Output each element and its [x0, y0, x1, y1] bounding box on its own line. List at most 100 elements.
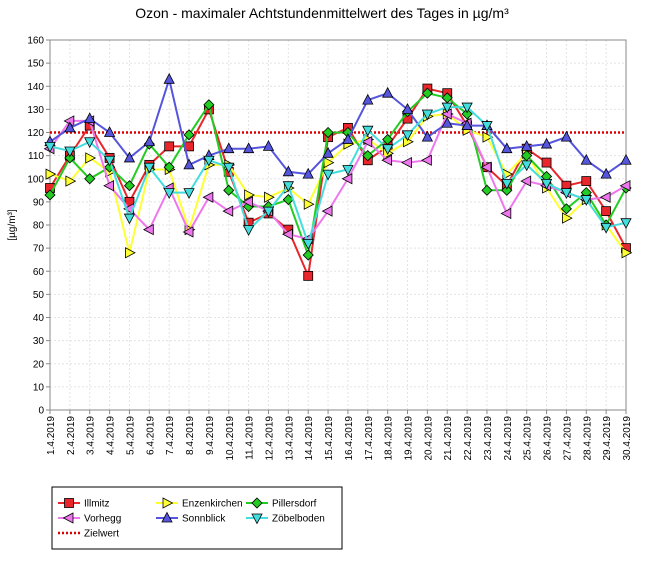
x-tick-label: 22.4.2019: [463, 416, 474, 461]
data-point-triangle-down: [203, 155, 215, 167]
x-tick-label: 8.4.2019: [185, 416, 196, 455]
data-point-square: [601, 206, 612, 217]
y-tick-label: 40: [33, 313, 45, 324]
x-tick-label: 16.4.2019: [344, 416, 355, 461]
legend-entry-enzenkirchen: Enzenkirchen: [156, 497, 243, 510]
data-point-triangle-down: [44, 141, 56, 153]
data-point-diamond: [223, 184, 235, 196]
x-tick-label: 2.4.2019: [66, 416, 77, 455]
y-tick-label: 70: [33, 244, 45, 255]
data-point-triangle-right: [621, 247, 633, 259]
x-tick-label: 12.4.2019: [264, 416, 275, 461]
data-point-triangle-right: [65, 175, 77, 187]
legend-label: Zöbelboden: [272, 514, 325, 525]
data-point-diamond: [560, 203, 572, 215]
legend-entry-zielwert: Zielwert: [58, 529, 119, 540]
data-point-diamond: [251, 497, 263, 509]
data-point-square: [541, 157, 552, 168]
y-tick-label: 140: [27, 82, 44, 93]
series-sonnblick: [44, 72, 632, 179]
data-point-diamond: [302, 249, 314, 261]
data-point-triangle-down: [322, 169, 334, 181]
data-point-triangle-down: [461, 102, 473, 114]
data-point-triangle-right: [303, 198, 315, 210]
series-line-pillersdorf: [49, 92, 627, 256]
x-tick-label: 17.4.2019: [364, 416, 375, 461]
x-tick-label: 19.4.2019: [404, 416, 415, 461]
data-point-triangle-right: [45, 168, 57, 180]
x-tick-label: 24.4.2019: [503, 416, 514, 461]
x-tick-label: 14.4.2019: [304, 416, 315, 461]
data-point-triangle-down: [580, 195, 592, 206]
data-point-triangle-down: [103, 155, 116, 167]
data-point-triangle-right: [264, 191, 275, 203]
data-point-triangle-down: [262, 206, 275, 218]
x-tick-label: 7.4.2019: [165, 416, 176, 455]
data-point-triangle-up: [103, 126, 116, 137]
data-point-triangle-right: [562, 212, 573, 224]
x-axis-ticks: 1.4.2019 2.4.2019 3.4.2019 4.4.2019 5.4.2019…: [46, 410, 633, 461]
data-point-triangle-up: [64, 121, 76, 133]
data-point-triangle-left: [520, 175, 532, 187]
data-point-triangle-left: [182, 226, 194, 238]
data-point-triangle-left: [321, 205, 333, 217]
data-point-triangle-down: [600, 222, 612, 234]
data-point-triangle-down: [401, 130, 414, 142]
data-point-diamond: [64, 152, 76, 164]
y-axis-label: [µg/m³]: [7, 209, 18, 241]
legend-label: Vorhegg: [84, 514, 121, 525]
y-tick-label: 130: [27, 105, 44, 116]
data-point-diamond: [421, 87, 433, 99]
data-point-triangle-right: [85, 152, 97, 164]
y-tick-label: 120: [27, 128, 44, 139]
data-point-diamond: [481, 184, 493, 196]
x-tick-label: 5.4.2019: [125, 416, 136, 455]
data-point-triangle-up: [421, 130, 434, 142]
y-tick-label: 110: [28, 151, 44, 162]
x-tick-label: 27.4.2019: [562, 416, 573, 461]
legend-label: Illmitz: [84, 499, 110, 510]
data-point-triangle-left: [500, 207, 512, 220]
data-point-triangle-left: [281, 228, 293, 240]
chart-title: Ozon - maximaler Achtstundenmittelwert d…: [135, 5, 509, 21]
data-point-triangle-up: [322, 146, 334, 158]
data-point-triangle-left: [242, 196, 254, 208]
data-point-triangle-left: [619, 180, 631, 192]
data-point-triangle-down: [362, 125, 374, 137]
legend-box: [51, 486, 343, 550]
legend-label: Zielwert: [84, 529, 119, 540]
data-point-diamond: [183, 129, 195, 141]
data-point-triangle-left: [62, 512, 74, 524]
data-point-triangle-up: [161, 511, 173, 523]
data-point-triangle-down: [521, 160, 533, 172]
legend-entry-pillersdorf: Pillersdorf: [246, 497, 317, 510]
data-point-triangle-down: [560, 188, 573, 199]
data-point-triangle-down: [242, 225, 255, 236]
data-point-triangle-left: [142, 223, 154, 236]
data-point-triangle-up: [620, 153, 632, 165]
data-point-triangle-right: [482, 131, 494, 143]
data-point-triangle-left: [361, 136, 373, 148]
y-tick-label: 150: [27, 59, 44, 70]
data-point-triangle-left: [222, 205, 234, 217]
series-zoebelboden: [44, 102, 632, 250]
series-line-zoebelboden: [49, 106, 627, 247]
data-point-triangle-up: [362, 93, 374, 105]
data-point-triangle-down: [481, 121, 493, 132]
data-point-triangle-down: [421, 109, 434, 121]
data-point-triangle-up: [342, 133, 354, 144]
data-point-triangle-up: [540, 137, 553, 149]
x-tick-label: 3.4.2019: [86, 416, 97, 455]
data-point-triangle-left: [341, 173, 353, 185]
data-point-triangle-down: [342, 165, 354, 176]
data-point-square: [581, 176, 592, 186]
y-tick-label: 160: [27, 36, 44, 47]
data-point-triangle-right: [244, 189, 255, 201]
y-axis-ticks: 0 10 20 30 40 50 60 70 80 90 100 110 120 130 140 150 160: [27, 36, 50, 417]
data-point-diamond: [501, 184, 513, 196]
legend-label: Pillersdorf: [272, 499, 317, 510]
data-point-triangle-left: [202, 191, 214, 203]
data-point-square: [303, 270, 314, 281]
x-tick-label: 10.4.2019: [225, 416, 236, 461]
series-line-sonnblick: [49, 75, 627, 176]
